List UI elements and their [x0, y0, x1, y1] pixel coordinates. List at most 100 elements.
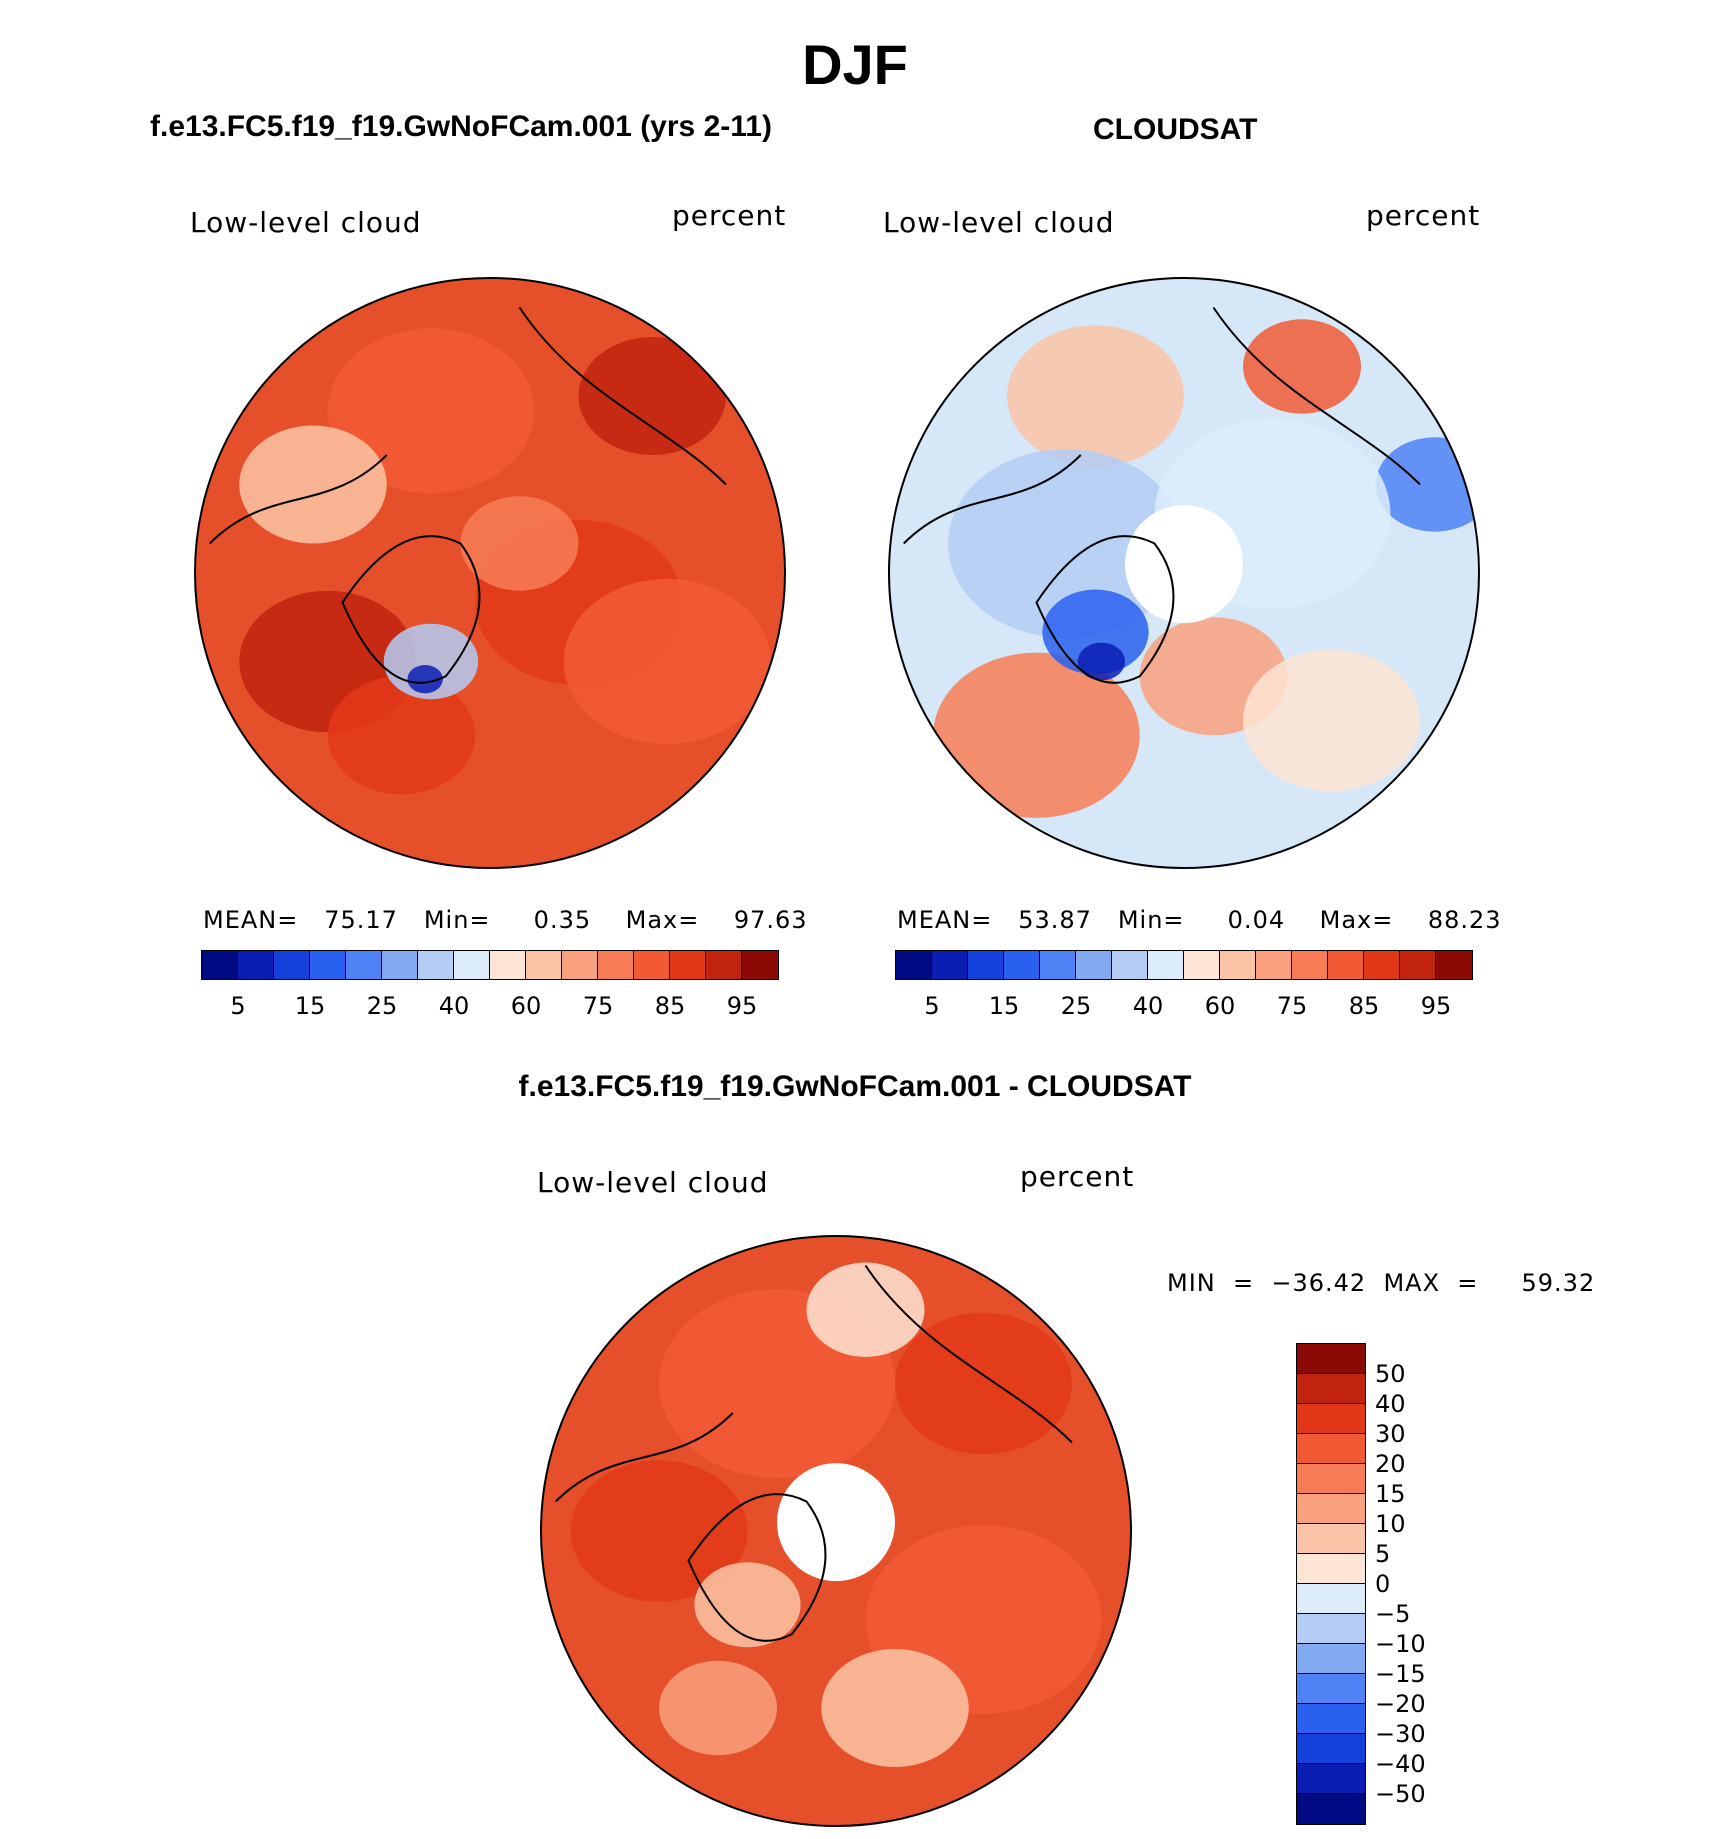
diff-colorbar-tick-label: 5	[1375, 1540, 1391, 1568]
diff-variable-label: Low-level cloud	[537, 1166, 769, 1199]
obs-colorbar-swatch	[1327, 950, 1365, 980]
model-colorbar-swatch	[381, 950, 419, 980]
diff-colorbar-tick-label: 20	[1375, 1450, 1406, 1478]
obs-colorbar-tick-label: 95	[1420, 992, 1452, 1020]
obs-colorbar-swatch	[1291, 950, 1329, 980]
model-contour-region-8	[383, 623, 479, 700]
diff-colorbar-swatch	[1296, 1373, 1366, 1405]
diff-colorbar-swatch	[1296, 1643, 1366, 1675]
obs-colorbar-swatch	[1075, 950, 1113, 980]
obs-colorbar-tick-label: 40	[1132, 992, 1164, 1020]
obs-contour-region-6	[1139, 617, 1288, 736]
diff-colorbar-tick-label: −40	[1375, 1750, 1426, 1778]
model-colorbar-swatch	[633, 950, 671, 980]
diff-greenland-coast	[687, 1493, 827, 1642]
model-colorbar-swatch	[417, 950, 455, 980]
obs-colorbar-swatch	[931, 950, 969, 980]
model-colorbar-swatch	[669, 950, 707, 980]
obs-colorbar-swatch	[1363, 950, 1401, 980]
diff-map-border	[540, 1235, 1132, 1827]
obs-contour-region-4	[1154, 419, 1391, 609]
model-colorbar-swatch	[741, 950, 779, 980]
obs-colorbar-swatch	[1183, 950, 1221, 980]
diff-colorbar-swatch	[1296, 1523, 1366, 1555]
diff-eurasia-coast	[864, 1264, 1073, 1444]
diff-stats: MIN = −36.42 MAX = 59.32	[1167, 1269, 1596, 1297]
diff-colorbar-tick-label: 0	[1375, 1570, 1391, 1598]
obs-colorbar-swatch	[1399, 950, 1437, 980]
model-colorbar-tick-label: 75	[582, 992, 614, 1020]
obs-colorbar-swatch	[1039, 950, 1077, 980]
obs-polar-hole	[1125, 505, 1243, 624]
model-stats: MEAN= 75.17 Min= 0.35 Max= 97.63	[203, 906, 808, 934]
obs-greenland-coast	[1035, 535, 1175, 684]
obs-contour-region-3	[948, 449, 1184, 638]
model-contour-region-9	[407, 665, 443, 694]
model-colorbar-tick-label: 40	[438, 992, 470, 1020]
diff-contour-region-2	[570, 1460, 748, 1602]
diff-colorbar-tick-label: 40	[1375, 1390, 1406, 1418]
obs-colorbar-tick-label: 25	[1060, 992, 1092, 1020]
diff-contour-region-7	[659, 1660, 777, 1756]
model-contour-region-2	[475, 519, 682, 686]
model-contour-region-0	[327, 328, 535, 494]
diff-map	[540, 1235, 1132, 1827]
model-panel-title: f.e13.FC5.f19_f19.GwNoFCam.001 (yrs 2-11…	[150, 110, 772, 143]
model-colorbar-tick-label: 60	[510, 992, 542, 1020]
obs-america-coast	[903, 454, 1082, 545]
diff-colorbar-swatch	[1296, 1553, 1366, 1585]
diff-colorbar-tick-label: −15	[1375, 1660, 1426, 1688]
obs-panel-title: CLOUDSAT	[1093, 113, 1258, 146]
obs-eurasia-coast	[1212, 306, 1421, 486]
obs-colorbar	[895, 950, 1473, 980]
diff-colorbar	[1296, 1343, 1366, 1825]
model-colorbar-tick-label: 15	[294, 992, 326, 1020]
model-colorbar-tick-label: 25	[366, 992, 398, 1020]
obs-colorbar-ticks: 5 15 25 40 60 75 85 95	[896, 992, 1472, 1022]
diff-colorbar-swatch	[1296, 1343, 1366, 1375]
model-colorbar-swatch	[273, 950, 311, 980]
diff-colorbar-tick-label: −10	[1375, 1630, 1426, 1658]
diff-contour-region-4	[806, 1262, 925, 1357]
diff-colorbar-tick-label: 30	[1375, 1420, 1406, 1448]
diff-colorbar-swatch	[1296, 1673, 1366, 1705]
diff-units-label: percent	[1020, 1160, 1135, 1193]
obs-colorbar-tick-label: 5	[924, 992, 940, 1020]
diff-colorbar-swatch	[1296, 1613, 1366, 1645]
diff-colorbar-tick-label: −5	[1375, 1600, 1411, 1628]
obs-contour-region-2	[1375, 437, 1479, 532]
model-colorbar	[201, 950, 779, 980]
diff-colorbar-tick-label: −30	[1375, 1720, 1426, 1748]
model-colorbar-swatch	[345, 950, 383, 980]
obs-colorbar-swatch	[1003, 950, 1041, 980]
model-colorbar-tick-label: 85	[654, 992, 686, 1020]
model-colorbar-ticks: 5 15 25 40 60 75 85 95	[202, 992, 778, 1022]
obs-map-border	[888, 277, 1480, 869]
diff-colorbar-swatch	[1296, 1433, 1366, 1465]
model-colorbar-swatch	[201, 950, 239, 980]
diff-panel-title: f.e13.FC5.f19_f19.GwNoFCam.001 - CLOUDSA…	[518, 1070, 1192, 1103]
figure-title: DJF	[802, 33, 908, 96]
model-contour-region-4	[327, 676, 476, 795]
obs-contour-region-5	[933, 652, 1140, 818]
diff-colorbar-swatch	[1296, 1733, 1366, 1765]
model-units-label: percent	[672, 199, 787, 232]
diff-colorbar-tick-label: 10	[1375, 1510, 1406, 1538]
diff-colorbar-swatch	[1296, 1583, 1366, 1615]
model-colorbar-swatch	[597, 950, 635, 980]
obs-colorbar-swatch	[1255, 950, 1293, 980]
model-colorbar-swatch	[489, 950, 527, 980]
model-map-border	[194, 277, 786, 869]
model-colorbar-tick-label: 95	[726, 992, 758, 1020]
obs-units-label: percent	[1366, 199, 1481, 232]
obs-map	[888, 277, 1480, 869]
obs-colorbar-tick-label: 85	[1348, 992, 1380, 1020]
obs-contour-region-0	[1007, 325, 1184, 467]
obs-contour-region-9	[1077, 642, 1125, 681]
diff-colorbar-tick-label: −50	[1375, 1780, 1426, 1808]
model-america-coast	[209, 454, 388, 545]
model-colorbar-swatch	[525, 950, 563, 980]
diff-america-coast	[555, 1412, 734, 1503]
model-colorbar-swatch	[309, 950, 347, 980]
diff-polar-hole	[777, 1463, 895, 1582]
